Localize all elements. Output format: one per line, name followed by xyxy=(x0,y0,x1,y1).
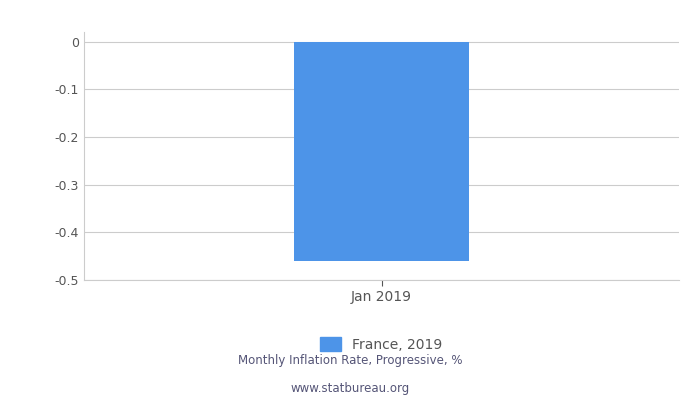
Legend: France, 2019: France, 2019 xyxy=(315,332,448,358)
Text: www.statbureau.org: www.statbureau.org xyxy=(290,382,410,395)
Text: Monthly Inflation Rate, Progressive, %: Monthly Inflation Rate, Progressive, % xyxy=(238,354,462,367)
Bar xyxy=(294,42,469,261)
